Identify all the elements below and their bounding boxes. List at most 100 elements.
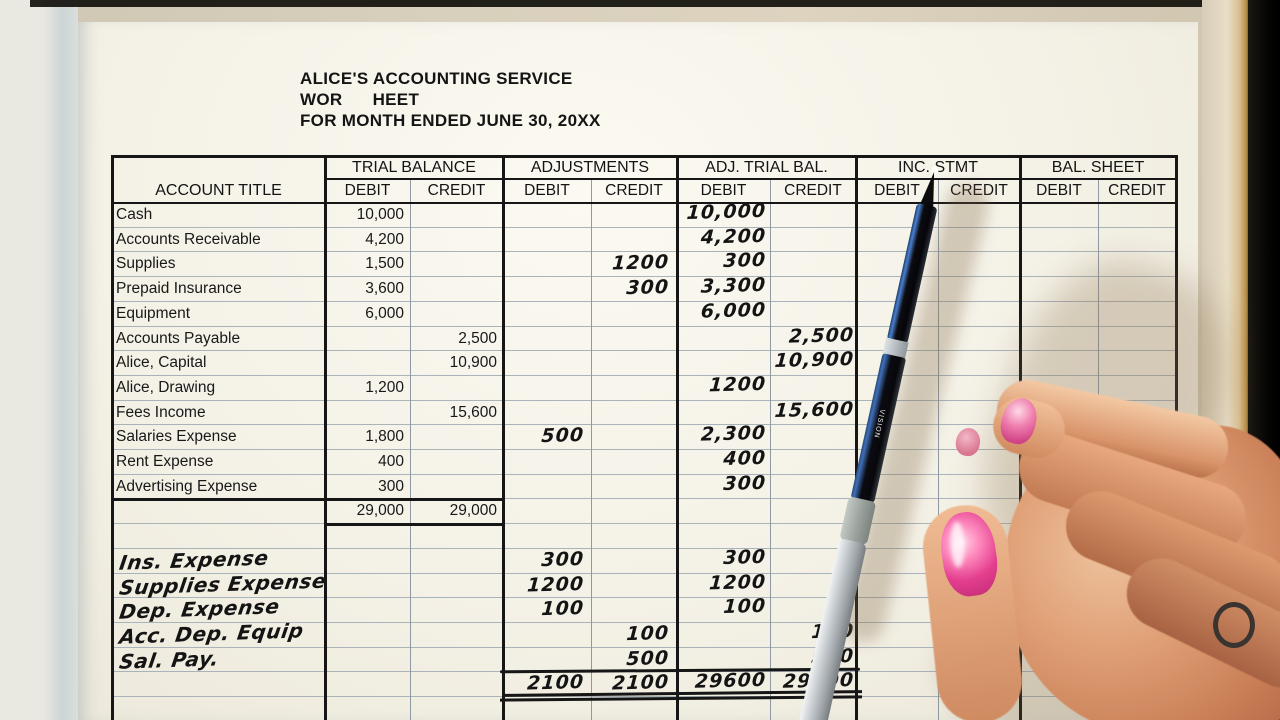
table-border [324, 155, 327, 720]
worksheet-label: WOR HEET [300, 90, 420, 109]
cell-tb_d: 300 [378, 477, 404, 495]
grid-line [591, 178, 592, 720]
grid-line [112, 572, 1176, 574]
section-header-adjustments: ADJUSTMENTS [530, 159, 650, 176]
debit-header: DEBIT [700, 182, 747, 199]
credit-header: CREDIT [427, 182, 486, 199]
cell-atb_d-hand: 300 [722, 249, 767, 273]
table-border [112, 498, 503, 501]
grid-line [112, 646, 1176, 648]
credit-header: CREDIT [605, 182, 663, 199]
cell-tb_d: 400 [378, 453, 404, 470]
cell-tb_d: 10,000 [356, 206, 404, 223]
finger-ring [1213, 602, 1255, 648]
account-name: Fees Income [116, 403, 206, 421]
cell-tb_d: 1,200 [365, 378, 404, 396]
account-name: Equipment [116, 304, 191, 322]
account-name: Rent Expense [116, 453, 214, 470]
table-border [676, 155, 679, 720]
cell-adj_d-hand: 1200 [526, 572, 585, 596]
table-border [111, 155, 1177, 158]
grid-line [112, 325, 1176, 327]
cell-adj_c-hand: 1200 [611, 251, 670, 275]
cell-adj_d-hand: 300 [540, 547, 585, 571]
cell-tb_d: 1,500 [365, 255, 404, 273]
cell-atb_d-hand: 3,300 [700, 273, 767, 298]
grid-line [112, 449, 1176, 450]
grid-line [938, 178, 939, 720]
cell-tb_c: 29,000 [449, 502, 497, 520]
grid-line [112, 350, 1176, 352]
cell-tb_c: 15,600 [449, 403, 497, 421]
cell-adj_d-hand: 500 [540, 424, 585, 448]
account-name: Advertising Expense [116, 477, 258, 495]
grid-line [112, 399, 1176, 401]
period-label: FOR MONTH ENDED JUNE 30, 20XX [300, 111, 601, 130]
cell-atb_c-hand: 2,500 [788, 323, 855, 348]
cell-atb_d-hand: 1200 [708, 570, 767, 594]
company-name: ALICE'S ACCOUNTING SERVICE [300, 69, 573, 88]
cell-tb_d: 3,600 [365, 280, 404, 298]
grid-line [112, 300, 1176, 302]
grid-line [112, 621, 1176, 623]
grid-line [112, 547, 1176, 549]
cell-adj_c-hand: 100 [625, 621, 670, 646]
grid-line [410, 178, 411, 720]
cell-atb_c-hand: 10,900 [773, 348, 855, 373]
grid-line [112, 374, 1176, 376]
grid-line [112, 473, 1176, 475]
cell-tb_c: 10,900 [449, 354, 497, 372]
cell-atb_d-hand: 4,200 [700, 224, 767, 249]
debit-header: DEBIT [1036, 182, 1082, 199]
account-title-header: ACCOUNT TITLE [155, 182, 282, 199]
cell-atb_d-hand: 2,300 [700, 422, 767, 446]
debit-header: DEBIT [344, 182, 391, 199]
cell-tb_d: 29,000 [356, 502, 404, 520]
table-border [855, 155, 858, 720]
section-header-trial-balance: TRIAL BALANCE [352, 159, 476, 176]
credit-header: CREDIT [784, 182, 842, 199]
table-border [325, 523, 503, 526]
section-header-bal-sheet: BAL. SHEET [1051, 159, 1145, 176]
account-name: Salaries Expense [116, 428, 237, 446]
debit-header: DEBIT [524, 182, 570, 199]
account-name: Alice, Drawing [116, 378, 216, 396]
background-top-edge [30, 0, 1220, 7]
cell-atb_d-hand: 1200 [708, 372, 767, 397]
table-border [112, 202, 1176, 204]
debit-header: DEBIT [874, 182, 920, 199]
cell-adj_c-hand: 500 [625, 646, 670, 670]
section-header-adj-trial-bal-: ADJ. TRIAL BAL. [705, 159, 828, 176]
account-name: Cash [116, 206, 153, 223]
cell-adj_d-hand: 100 [540, 597, 585, 621]
worksheet-title: ALICE'S ACCOUNTING SERVICE WOR HEET FOR … [300, 26, 990, 131]
grid-line [112, 424, 1176, 426]
grid-line [112, 226, 1176, 228]
account-name: Accounts Receivable [116, 230, 261, 248]
table-border [325, 178, 1176, 180]
grid-line [112, 523, 1176, 525]
grid-line [112, 498, 1176, 500]
cell-atb_d-hand: 300 [722, 545, 767, 569]
cell-atb_d-hand: 6,000 [700, 298, 767, 323]
account-name: Alice, Capital [116, 354, 207, 372]
cell-tb_d: 6,000 [365, 304, 404, 322]
thumb-nail-gloss [949, 521, 966, 568]
grid-line [112, 597, 1176, 599]
grid-line [112, 251, 1176, 253]
cell-atb_c-hand: 15,600 [773, 397, 855, 422]
cell-atb_d-hand: 29600 [694, 669, 767, 694]
background-left-surface [0, 0, 78, 720]
cell-tb_d: 1,800 [365, 428, 404, 446]
grid-line [112, 276, 1176, 278]
cell-atb_d-hand: 300 [722, 471, 767, 495]
credit-header: CREDIT [950, 182, 1008, 199]
cell-adj_c-hand: 300 [625, 276, 670, 300]
cell-tb_c: 2,500 [458, 329, 497, 347]
table-border [502, 155, 505, 720]
cell-adj_c-hand: 2100 [611, 671, 670, 695]
cell-adj_d-hand: 2100 [526, 671, 585, 695]
cell-atb_d-hand: 400 [722, 446, 767, 471]
account-name: Accounts Payable [116, 329, 241, 347]
